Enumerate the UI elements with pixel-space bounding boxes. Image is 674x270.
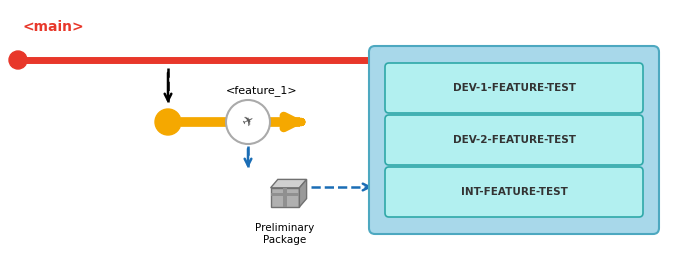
Text: <feature_1>: <feature_1> <box>226 85 298 96</box>
Polygon shape <box>270 188 299 207</box>
Polygon shape <box>283 188 287 207</box>
FancyBboxPatch shape <box>369 46 659 234</box>
FancyBboxPatch shape <box>385 167 643 217</box>
Text: <main>: <main> <box>22 20 84 34</box>
Text: DEV-1-FEATURE-TEST: DEV-1-FEATURE-TEST <box>452 83 576 93</box>
FancyBboxPatch shape <box>385 63 643 113</box>
Text: ✈: ✈ <box>240 112 256 130</box>
Polygon shape <box>270 179 307 188</box>
Text: Preliminary
Package: Preliminary Package <box>255 223 315 245</box>
Polygon shape <box>270 193 299 196</box>
Circle shape <box>9 51 27 69</box>
Text: INT-FEATURE-TEST: INT-FEATURE-TEST <box>460 187 568 197</box>
Circle shape <box>155 109 181 135</box>
Text: DEV-2-FEATURE-TEST: DEV-2-FEATURE-TEST <box>452 135 576 145</box>
Circle shape <box>226 100 270 144</box>
FancyBboxPatch shape <box>385 115 643 165</box>
Polygon shape <box>299 179 307 207</box>
